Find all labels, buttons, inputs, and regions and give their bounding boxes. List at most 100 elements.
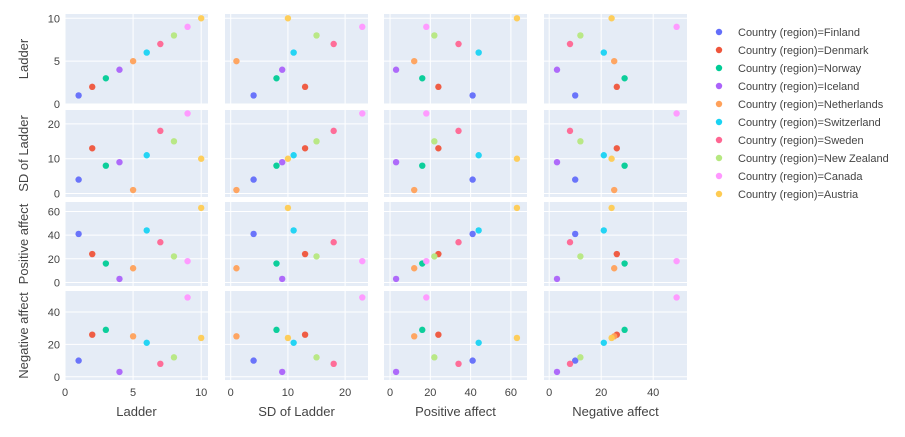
- data-point-canada[interactable]: [184, 110, 191, 117]
- data-point-netherlands[interactable]: [129, 265, 137, 272]
- data-point-sweden[interactable]: [330, 239, 337, 246]
- data-point-new-zealand[interactable]: [170, 253, 178, 260]
- data-point-denmark[interactable]: [89, 250, 96, 258]
- data-point-norway[interactable]: [102, 162, 110, 169]
- data-point-austria[interactable]: [197, 15, 205, 22]
- data-point-austria[interactable]: [513, 155, 521, 162]
- legend-item-new-zealand[interactable]: Country (region)=New Zealand: [715, 153, 889, 165]
- data-point-sweden[interactable]: [455, 40, 462, 48]
- data-point-canada[interactable]: [673, 294, 680, 301]
- data-point-denmark[interactable]: [89, 145, 96, 152]
- data-point-sweden[interactable]: [455, 239, 462, 246]
- data-point-new-zealand[interactable]: [577, 32, 584, 39]
- data-point-switzerland[interactable]: [143, 339, 150, 346]
- data-point-denmark[interactable]: [301, 250, 309, 258]
- data-point-netherlands[interactable]: [129, 186, 137, 194]
- data-point-denmark[interactable]: [89, 83, 96, 91]
- data-point-norway[interactable]: [419, 162, 426, 169]
- data-point-new-zealand[interactable]: [170, 138, 178, 145]
- data-point-austria[interactable]: [284, 155, 292, 162]
- data-point-austria[interactable]: [197, 155, 205, 162]
- data-point-sweden[interactable]: [330, 40, 337, 48]
- data-point-austria[interactable]: [197, 204, 205, 212]
- data-point-canada[interactable]: [359, 257, 366, 265]
- data-point-finland[interactable]: [75, 176, 82, 183]
- data-point-finland[interactable]: [250, 92, 257, 99]
- data-point-denmark[interactable]: [301, 83, 309, 91]
- legend-item-sweden[interactable]: Country (region)=Sweden: [715, 135, 864, 147]
- data-point-sweden[interactable]: [157, 40, 164, 48]
- data-point-denmark[interactable]: [301, 145, 309, 152]
- data-point-sweden[interactable]: [566, 40, 574, 48]
- data-point-switzerland[interactable]: [600, 227, 607, 234]
- data-point-canada[interactable]: [673, 257, 680, 265]
- data-point-iceland[interactable]: [553, 159, 561, 166]
- data-point-denmark[interactable]: [613, 83, 620, 91]
- data-point-switzerland[interactable]: [475, 227, 482, 234]
- data-point-new-zealand[interactable]: [431, 32, 438, 39]
- data-point-norway[interactable]: [273, 162, 280, 169]
- data-point-austria[interactable]: [513, 204, 521, 212]
- data-point-finland[interactable]: [250, 176, 257, 183]
- data-point-switzerland[interactable]: [290, 227, 297, 234]
- data-point-canada[interactable]: [423, 110, 430, 117]
- data-point-netherlands[interactable]: [233, 265, 240, 272]
- data-point-finland[interactable]: [469, 176, 476, 183]
- data-point-finland[interactable]: [572, 176, 579, 183]
- data-point-iceland[interactable]: [553, 66, 561, 73]
- data-point-norway[interactable]: [621, 260, 628, 267]
- data-point-switzerland[interactable]: [143, 152, 150, 159]
- data-point-netherlands[interactable]: [411, 333, 418, 340]
- legend-item-denmark[interactable]: Country (region)=Denmark: [715, 45, 869, 57]
- legend-item-austria[interactable]: Country (region)=Austria: [715, 189, 859, 201]
- data-point-netherlands[interactable]: [129, 333, 137, 340]
- data-point-switzerland[interactable]: [290, 49, 297, 56]
- data-point-norway[interactable]: [102, 75, 110, 82]
- data-point-switzerland[interactable]: [143, 227, 150, 234]
- legend-item-canada[interactable]: Country (region)=Canada: [715, 171, 864, 183]
- data-point-austria[interactable]: [608, 204, 615, 212]
- data-point-canada[interactable]: [359, 110, 366, 117]
- data-point-sweden[interactable]: [157, 127, 164, 135]
- data-point-sweden[interactable]: [157, 239, 164, 246]
- data-point-new-zealand[interactable]: [313, 354, 320, 361]
- data-point-finland[interactable]: [469, 92, 476, 99]
- data-point-austria[interactable]: [284, 15, 292, 22]
- data-point-new-zealand[interactable]: [577, 354, 584, 361]
- data-point-norway[interactable]: [102, 326, 110, 334]
- data-point-netherlands[interactable]: [611, 186, 618, 194]
- data-point-sweden[interactable]: [566, 239, 574, 246]
- data-point-switzerland[interactable]: [475, 152, 482, 159]
- data-point-new-zealand[interactable]: [313, 253, 320, 260]
- data-point-new-zealand[interactable]: [577, 253, 584, 260]
- data-point-sweden[interactable]: [330, 127, 337, 135]
- data-point-canada[interactable]: [184, 23, 191, 31]
- data-point-iceland[interactable]: [279, 368, 286, 376]
- data-point-netherlands[interactable]: [233, 186, 240, 194]
- data-point-sweden[interactable]: [330, 360, 337, 368]
- data-point-new-zealand[interactable]: [170, 354, 178, 361]
- data-point-austria[interactable]: [284, 334, 292, 342]
- data-point-iceland[interactable]: [116, 159, 123, 166]
- data-point-netherlands[interactable]: [611, 265, 618, 272]
- data-point-sweden[interactable]: [455, 127, 462, 135]
- data-point-iceland[interactable]: [392, 159, 400, 166]
- data-point-canada[interactable]: [423, 257, 430, 265]
- data-point-iceland[interactable]: [279, 159, 286, 166]
- data-point-new-zealand[interactable]: [431, 138, 438, 145]
- data-point-canada[interactable]: [423, 23, 430, 31]
- data-point-switzerland[interactable]: [475, 339, 482, 346]
- data-point-austria[interactable]: [608, 334, 615, 342]
- data-point-norway[interactable]: [102, 260, 110, 267]
- data-point-iceland[interactable]: [392, 368, 400, 376]
- data-point-canada[interactable]: [423, 294, 430, 301]
- data-point-new-zealand[interactable]: [313, 138, 320, 145]
- data-point-denmark[interactable]: [301, 331, 309, 338]
- data-point-austria[interactable]: [284, 204, 292, 212]
- data-point-finland[interactable]: [572, 357, 579, 364]
- data-point-iceland[interactable]: [392, 275, 400, 283]
- data-point-sweden[interactable]: [566, 127, 574, 135]
- data-point-netherlands[interactable]: [411, 186, 418, 194]
- data-point-canada[interactable]: [359, 294, 366, 301]
- data-point-denmark[interactable]: [613, 145, 620, 152]
